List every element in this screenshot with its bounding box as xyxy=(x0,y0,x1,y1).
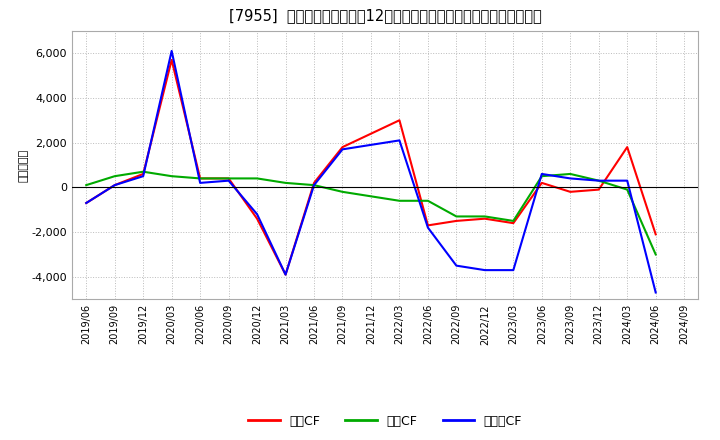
Title: [7955]  キャッシュフローの12か月移動合計の対前年同期増減額の推移: [7955] キャッシュフローの12か月移動合計の対前年同期増減額の推移 xyxy=(229,7,541,23)
Y-axis label: （百万円）: （百万円） xyxy=(19,148,29,182)
Legend: 営業CF, 投資CF, フリーCF: 営業CF, 投資CF, フリーCF xyxy=(243,410,527,433)
